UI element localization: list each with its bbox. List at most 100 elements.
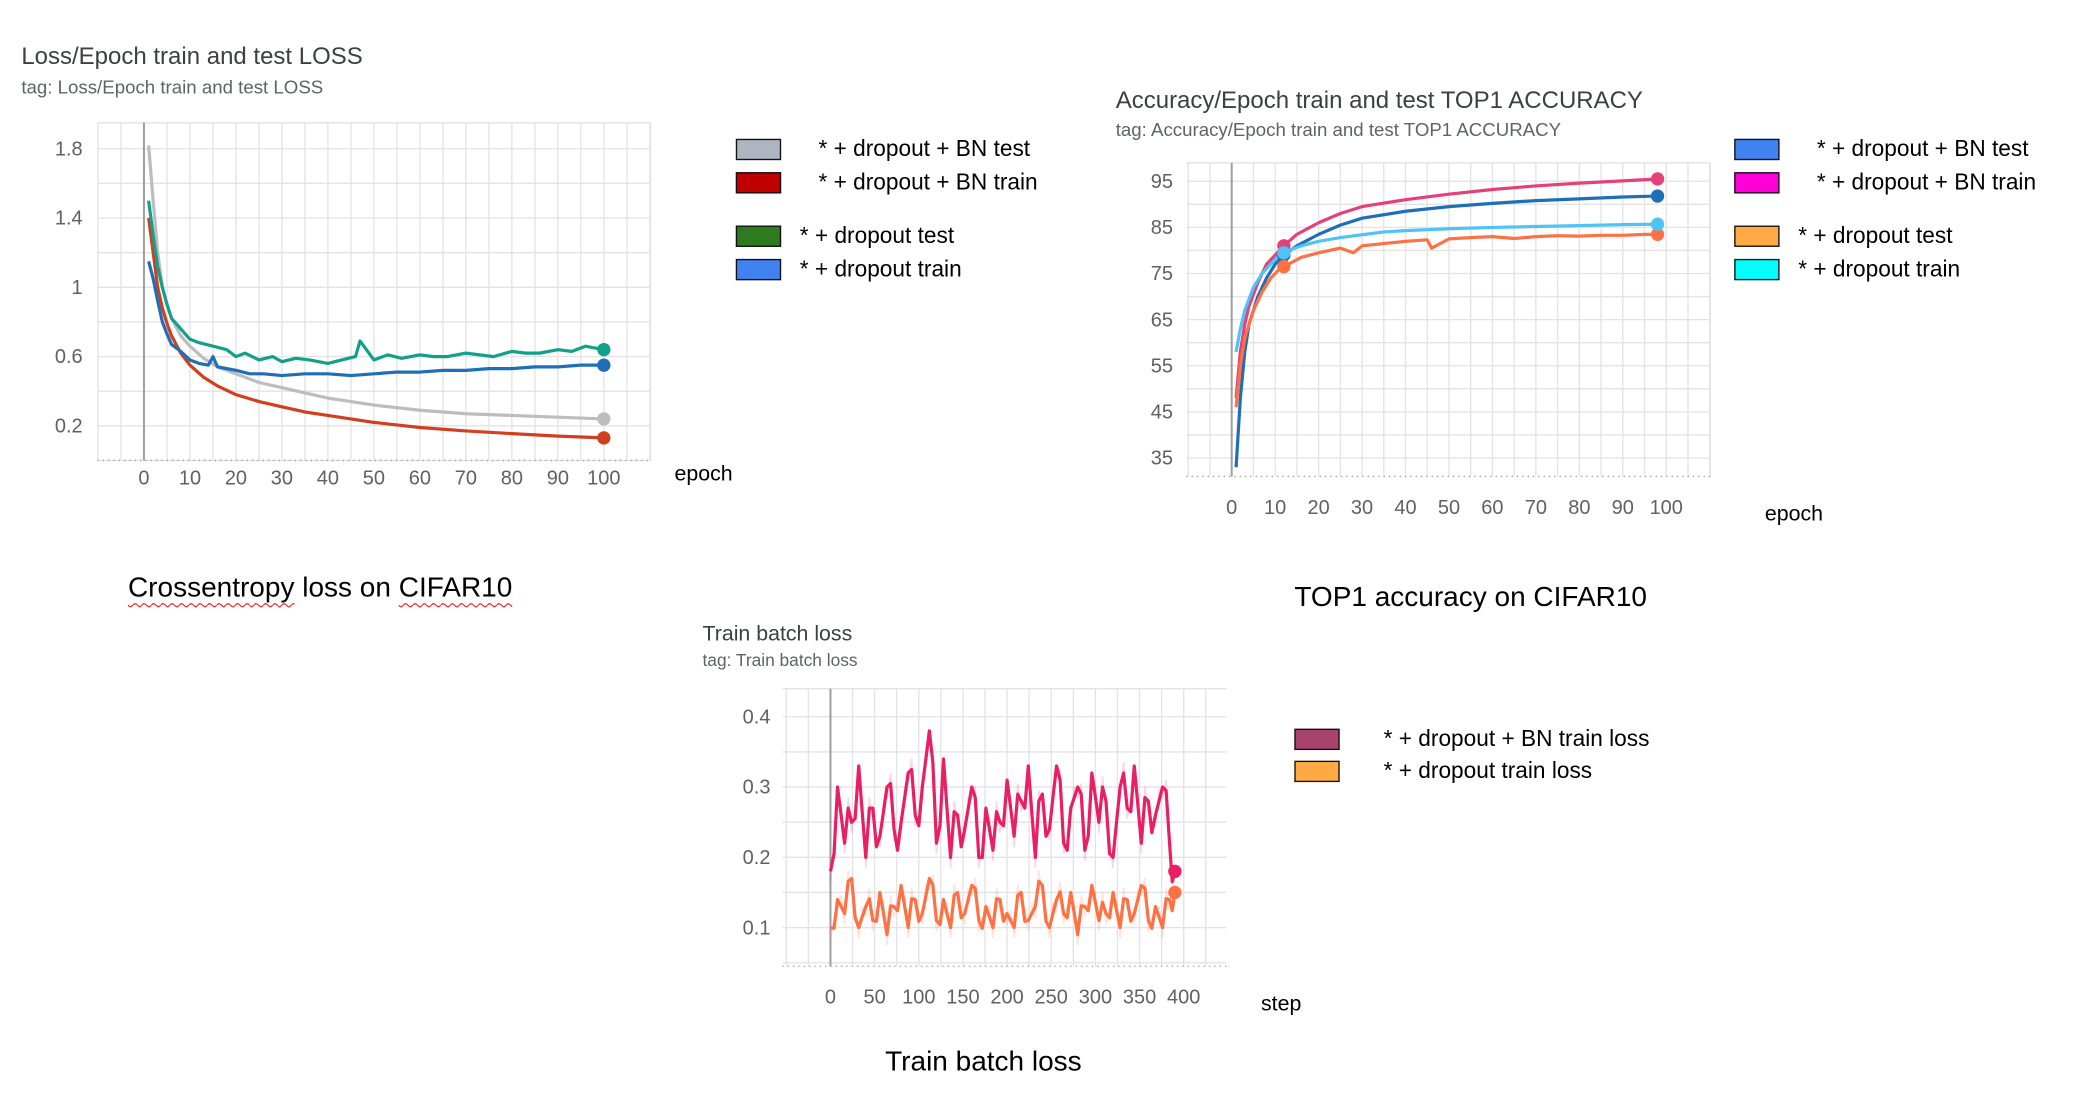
legend-label: * + dropout test bbox=[1798, 222, 1953, 249]
x-tick-label: 20 bbox=[225, 467, 247, 489]
x-tick-label: 30 bbox=[271, 467, 293, 489]
y-tick-label: 85 bbox=[1151, 217, 1173, 239]
loss-x-unit-label: epoch bbox=[674, 463, 733, 486]
x-tick-label: 100 bbox=[902, 987, 935, 1009]
x-tick-label: 300 bbox=[1079, 987, 1112, 1009]
accuracy-chart-title: Accuracy/Epoch train and test TOP1 ACCUR… bbox=[1115, 86, 1643, 114]
x-tick-label: 350 bbox=[1123, 987, 1156, 1009]
series-end-point bbox=[597, 431, 611, 445]
batch-loss-chart-legend: * + dropout + BN train loss * + dropout … bbox=[1294, 726, 1681, 794]
series-line bbox=[147, 200, 605, 366]
y-tick-label: 1 bbox=[72, 277, 83, 299]
x-tick-label: 10 bbox=[179, 467, 201, 489]
grid bbox=[1186, 162, 1711, 477]
x-tick-label: 80 bbox=[501, 467, 523, 489]
series-end-point bbox=[1650, 227, 1665, 241]
accuracy-chart-plot[interactable]: 0 10 20 30 40 50 60 70 80 90 100 35 45 55 65 75 85 95 bbox=[1093, 149, 1733, 536]
legend-label: * + dropout train bbox=[799, 256, 962, 282]
x-tick-label: 0 bbox=[1226, 497, 1237, 519]
hover-point bbox=[1277, 259, 1291, 274]
y-tick-label: 1.4 bbox=[55, 208, 83, 230]
series-line bbox=[147, 217, 604, 440]
series-line bbox=[1234, 232, 1658, 408]
y-tick-label: 75 bbox=[1151, 263, 1173, 285]
series-end-point bbox=[597, 342, 611, 357]
batch-loss-x-unit-label: step bbox=[1261, 992, 1302, 1016]
x-tick-label: 40 bbox=[317, 467, 339, 489]
x-tick-label: 60 bbox=[1481, 497, 1503, 519]
series-line bbox=[147, 260, 604, 378]
y-tick-label: 0.1 bbox=[743, 917, 771, 939]
series-line bbox=[1234, 222, 1658, 353]
loss-chart-plot[interactable]: 0 10 20 30 40 50 60 70 80 90 100 0.2 0.6 1 1.4 1.8 bbox=[0, 107, 667, 507]
hover-point bbox=[1277, 246, 1291, 260]
grid bbox=[97, 122, 652, 462]
x-tick-label: 20 bbox=[1307, 497, 1329, 519]
accuracy-chart-tag: tag: Accuracy/Epoch train and test TOP1 … bbox=[1115, 118, 1562, 141]
legend-swatch bbox=[1734, 225, 1780, 247]
batch-loss-chart-title: Train batch loss bbox=[702, 623, 853, 646]
legend-label: * + dropout test bbox=[799, 222, 955, 249]
x-tick-label: 200 bbox=[990, 987, 1023, 1009]
series-end-point bbox=[1650, 189, 1665, 203]
batch-loss-chart-plot[interactable]: 0 50 100 150 200 250 300 350 400 0.1 0.2 0.3 0.4 bbox=[720, 675, 1227, 1022]
legend-swatch bbox=[735, 138, 782, 161]
series-line bbox=[147, 145, 604, 421]
y-tick-label: 0.4 bbox=[743, 706, 771, 728]
legend-label: * + dropout + BN train bbox=[818, 169, 1038, 195]
x-tick-label: 80 bbox=[1568, 497, 1590, 519]
x-tick-label: 0 bbox=[825, 987, 836, 1009]
accuracy-chart-caption: TOP1 accuracy on CIFAR10 bbox=[1294, 581, 1648, 613]
y-tick-label: 0.2 bbox=[743, 847, 771, 869]
series-line bbox=[828, 729, 1177, 884]
legend-swatch bbox=[1734, 258, 1780, 281]
x-tick-label: 40 bbox=[1394, 497, 1416, 519]
x-tick-label: 100 bbox=[1650, 497, 1683, 519]
caption-word-crossentropy: Crossentropy bbox=[127, 572, 295, 604]
batch-loss-chart-tag: tag: Train batch loss bbox=[702, 649, 858, 670]
x-tick-label: 90 bbox=[1612, 497, 1634, 519]
legend-label: * + dropout train loss bbox=[1383, 758, 1593, 784]
x-tick-label: 400 bbox=[1167, 987, 1200, 1009]
x-tick-label: 90 bbox=[547, 467, 569, 489]
caption-word-loss-on: loss on bbox=[302, 572, 391, 604]
x-tick-label: 10 bbox=[1264, 497, 1286, 519]
legend-label: * + dropout + BN test bbox=[1816, 136, 2029, 162]
y-tick-label: 35 bbox=[1151, 448, 1173, 470]
y-tick-label: 0.3 bbox=[743, 777, 771, 799]
series-line bbox=[830, 876, 1177, 937]
y-tick-label: 45 bbox=[1151, 402, 1173, 424]
x-tick-label: 100 bbox=[587, 467, 620, 489]
y-tick-label: 65 bbox=[1151, 309, 1173, 331]
x-tick-label: 70 bbox=[1525, 497, 1547, 519]
y-tick-label: 0.6 bbox=[55, 346, 83, 368]
batch-loss-chart-caption: Train batch loss bbox=[885, 1046, 1082, 1078]
loss-chart-title: Loss/Epoch train and test LOSS bbox=[21, 42, 363, 70]
legend-swatch bbox=[735, 172, 782, 194]
y-tick-label: 1.8 bbox=[55, 138, 83, 160]
loss-chart-legend: * + dropout + BN test * + dropout + BN t… bbox=[735, 136, 1083, 297]
x-tick-label: 150 bbox=[946, 987, 979, 1009]
series-line bbox=[1234, 177, 1658, 399]
series-end-point bbox=[1168, 885, 1182, 900]
x-tick-label: 30 bbox=[1351, 497, 1373, 519]
y-tick-label: 0.2 bbox=[55, 415, 83, 437]
series-end-point bbox=[597, 412, 611, 426]
legend-swatch bbox=[1734, 172, 1780, 194]
accuracy-x-unit-label: epoch bbox=[1764, 503, 1824, 526]
legend-label: * + dropout + BN test bbox=[818, 136, 1031, 162]
series-end-point bbox=[1650, 172, 1665, 186]
grid bbox=[782, 687, 1227, 967]
series-end-point bbox=[1168, 864, 1182, 879]
legend-swatch bbox=[735, 225, 782, 247]
legend-label: * + dropout + BN train loss bbox=[1383, 726, 1650, 752]
y-tick-label: 95 bbox=[1151, 171, 1173, 193]
legend-swatch bbox=[1734, 138, 1780, 161]
x-tick-label: 250 bbox=[1035, 987, 1068, 1009]
x-tick-label: 70 bbox=[455, 467, 477, 489]
legend-swatch bbox=[1294, 760, 1340, 783]
x-tick-label: 0 bbox=[138, 467, 149, 489]
legend-swatch bbox=[1294, 728, 1340, 751]
accuracy-chart-legend: * + dropout + BN test * + dropout + BN t… bbox=[1734, 136, 2081, 297]
